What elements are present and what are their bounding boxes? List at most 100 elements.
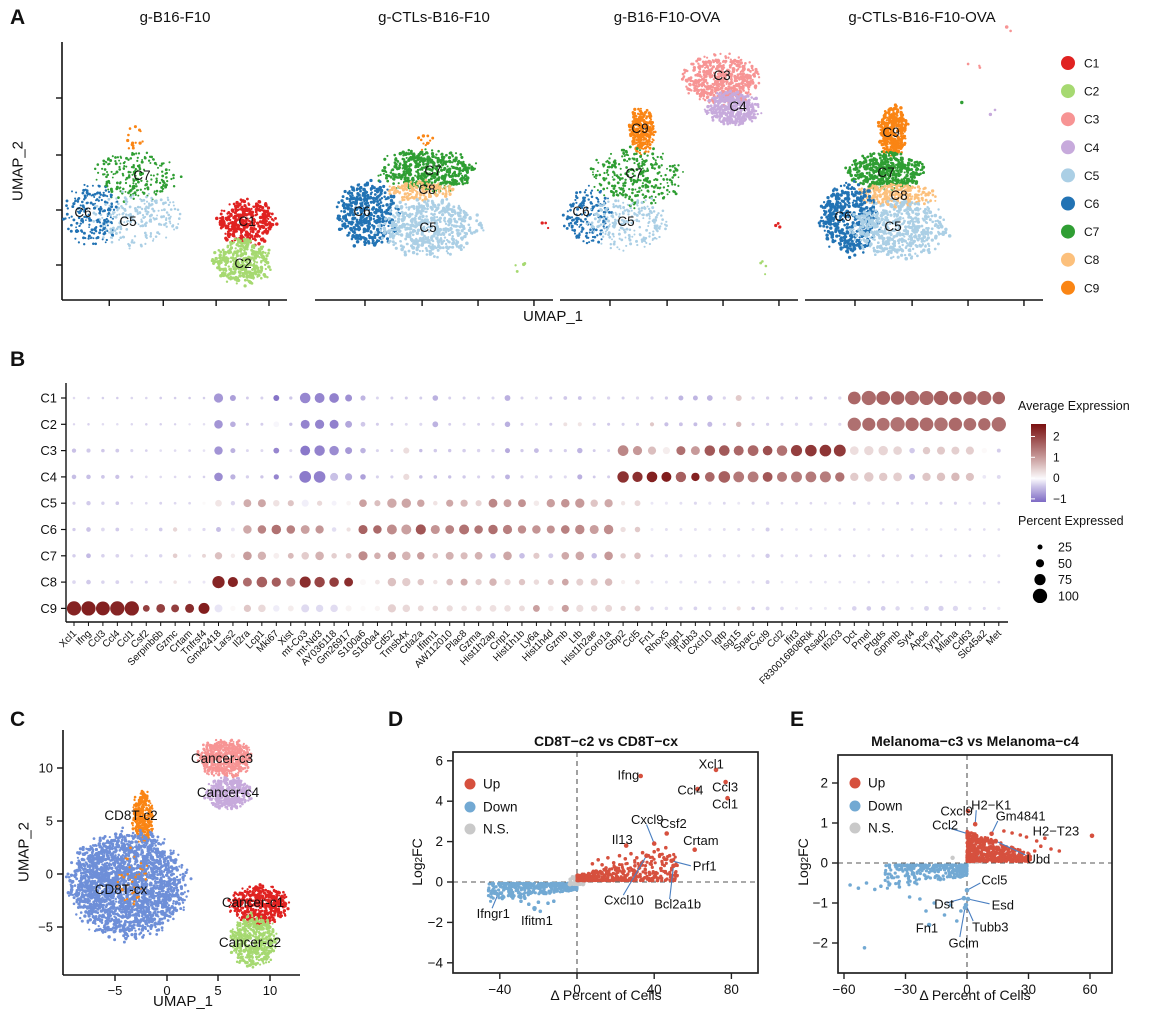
scatter-point bbox=[131, 173, 134, 176]
scatter-point bbox=[760, 112, 763, 115]
scatter-point bbox=[417, 136, 421, 140]
scatter-point bbox=[123, 221, 126, 224]
scatter-point bbox=[227, 249, 231, 253]
scatter-point bbox=[77, 216, 81, 220]
scatter-point bbox=[68, 216, 71, 219]
scatter-point bbox=[62, 217, 65, 221]
scatter-point bbox=[347, 231, 351, 235]
scatter-point bbox=[249, 271, 252, 274]
scatter-point bbox=[419, 138, 423, 142]
scatter-point bbox=[132, 165, 135, 169]
scatter-point bbox=[622, 201, 625, 204]
scatter-point bbox=[422, 142, 425, 145]
scatter-point bbox=[121, 192, 124, 195]
scatter-point bbox=[426, 134, 430, 138]
scatter-point bbox=[746, 94, 750, 98]
scatter-point bbox=[101, 210, 105, 213]
scatter-point bbox=[76, 200, 80, 203]
scatter-point bbox=[90, 236, 93, 239]
scatter-point bbox=[127, 158, 130, 161]
scatter-point bbox=[456, 163, 460, 166]
scatter-point bbox=[636, 194, 639, 197]
scatter-point bbox=[441, 158, 445, 161]
scatter-point bbox=[133, 171, 137, 175]
scatter-point bbox=[264, 260, 268, 264]
scatter-point bbox=[127, 133, 130, 137]
scatter-point bbox=[646, 185, 650, 189]
scatter-point bbox=[113, 229, 117, 232]
scatter-point bbox=[234, 247, 237, 250]
scatter-point bbox=[648, 114, 651, 117]
scatter-point bbox=[145, 200, 149, 203]
scatter-point bbox=[249, 230, 252, 233]
scatter-point bbox=[87, 213, 90, 216]
scatter-point bbox=[694, 73, 697, 77]
scatter-point bbox=[604, 219, 607, 222]
scatter-point bbox=[707, 59, 711, 63]
scatter-point bbox=[719, 91, 723, 94]
scatter-point bbox=[116, 208, 119, 212]
scatter-point bbox=[458, 232, 462, 236]
scatter-point bbox=[764, 264, 768, 268]
scatter-point bbox=[633, 207, 636, 210]
scatter-point bbox=[448, 151, 452, 155]
scatter-point bbox=[662, 195, 666, 199]
scatter-point bbox=[96, 163, 100, 166]
scatter-point bbox=[640, 206, 644, 210]
scatter-point bbox=[728, 52, 731, 56]
scatter-point bbox=[166, 198, 170, 202]
scatter-point bbox=[407, 208, 411, 211]
scatter-point bbox=[752, 112, 756, 116]
scatter-point bbox=[425, 215, 428, 218]
scatter-point bbox=[110, 240, 114, 244]
scatter-point bbox=[449, 160, 452, 164]
scatter-point bbox=[648, 146, 652, 150]
scatter-point bbox=[377, 174, 380, 177]
scatter-point bbox=[102, 222, 106, 226]
scatter-point bbox=[365, 221, 368, 225]
scatter-point bbox=[473, 167, 477, 170]
scatter-point bbox=[425, 172, 429, 176]
scatter-point bbox=[736, 73, 740, 77]
scatter-point bbox=[604, 232, 607, 236]
scatter-point bbox=[410, 188, 414, 192]
scatter-point bbox=[594, 228, 598, 232]
scatter-point bbox=[266, 230, 270, 233]
scatter-point bbox=[440, 242, 444, 245]
scatter-point bbox=[605, 177, 608, 180]
scatter-point bbox=[125, 156, 128, 160]
scatter-point bbox=[356, 225, 360, 228]
scatter-point bbox=[349, 202, 353, 205]
scatter-point bbox=[718, 88, 721, 91]
scatter-point bbox=[700, 91, 704, 95]
scatter-point bbox=[238, 213, 242, 217]
scatter-point bbox=[128, 205, 132, 209]
scatter-point bbox=[83, 215, 86, 219]
scatter-point bbox=[474, 229, 479, 233]
scatter-point bbox=[665, 178, 669, 181]
scatter-point bbox=[397, 176, 400, 179]
scatter-point bbox=[705, 96, 709, 100]
scatter-point bbox=[546, 226, 550, 230]
scatter-point bbox=[150, 200, 153, 203]
scatter-point bbox=[150, 155, 154, 159]
scatter-point bbox=[624, 236, 627, 239]
cluster-label: C5 bbox=[617, 214, 634, 229]
scatter-point bbox=[610, 165, 614, 169]
scatter-point bbox=[112, 173, 115, 176]
scatter-point bbox=[605, 206, 609, 210]
scatter-point bbox=[453, 180, 456, 183]
scatter-point bbox=[445, 153, 448, 157]
scatter-point bbox=[91, 193, 95, 197]
scatter-point bbox=[96, 221, 99, 224]
scatter-point bbox=[264, 219, 268, 224]
scatter-point bbox=[570, 224, 574, 228]
scatter-point bbox=[372, 227, 376, 230]
scatter-point bbox=[412, 152, 416, 155]
scatter-point bbox=[617, 162, 621, 166]
scatter-point bbox=[241, 228, 244, 232]
scatter-point bbox=[413, 184, 416, 187]
scatter-point bbox=[260, 205, 265, 210]
scatter-point bbox=[420, 166, 424, 170]
scatter-point bbox=[642, 236, 645, 239]
